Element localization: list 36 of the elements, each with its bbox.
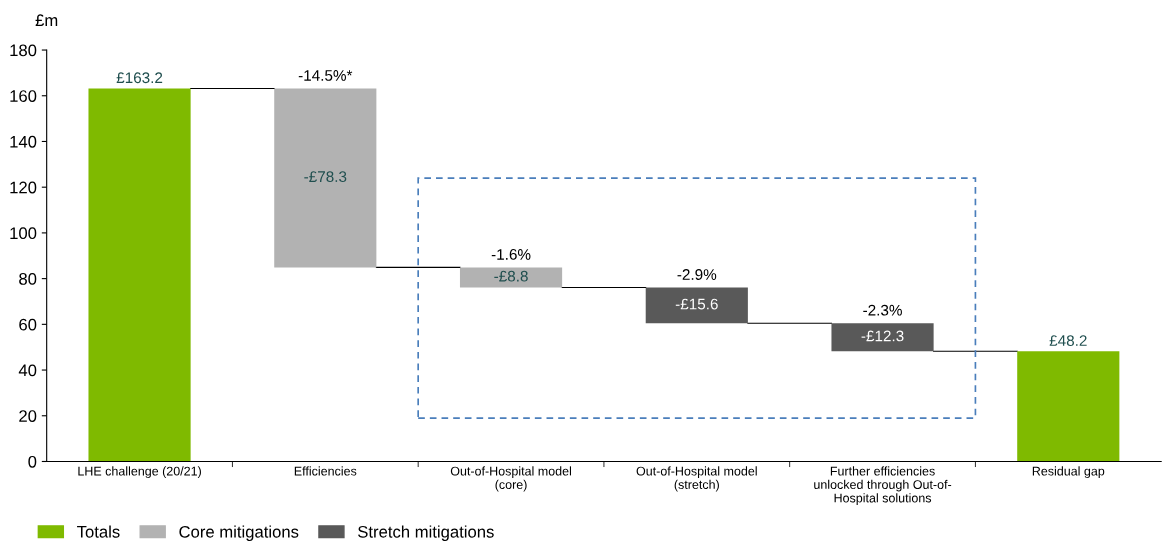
y-tick-label: 80 — [19, 273, 37, 285]
x-tick-label: Residual gap — [1032, 466, 1105, 478]
y-tick-label: 40 — [18, 364, 37, 377]
annotation: -2.3% — [863, 304, 902, 316]
y-tick-label: 120 — [10, 181, 37, 194]
y-tick-label: 140 — [10, 135, 37, 148]
x-tick-label: Out-of-Hospital model (stretch) — [636, 466, 757, 492]
bar — [88, 88, 191, 462]
bar — [274, 88, 377, 268]
annotation: -2.9% — [677, 269, 717, 280]
y-tick-label: 180 — [10, 44, 37, 57]
y-tick-label: 160 — [10, 90, 37, 102]
y-tick-label: 0 — [28, 455, 37, 468]
data-label: -£15.6 — [675, 298, 718, 310]
data-label: £163.2 — [116, 72, 163, 84]
y-tick-label: 20 — [19, 410, 37, 422]
data-label: -£8.8 — [494, 270, 528, 282]
data-label: -£78.3 — [304, 171, 347, 183]
annotation: -1.6% — [491, 249, 531, 260]
bar — [831, 323, 934, 352]
legend-label: Totals — [77, 525, 120, 538]
x-tick-label: Further efficiencies unlocked through Out-of-Hospital solutions — [814, 466, 952, 505]
x-tick-label: Out-of-Hospital model (core) — [450, 466, 571, 492]
y-tick-label: 60 — [19, 318, 37, 331]
y-axis-title: £m — [35, 14, 58, 27]
data-label: -£12.3 — [861, 330, 904, 342]
data-label: £48.2 — [1049, 335, 1087, 346]
legend-label: Core mitigations — [179, 525, 299, 541]
bar — [645, 287, 748, 324]
y-tick-label: 100 — [10, 227, 37, 240]
bar — [459, 267, 563, 288]
x-tick-label: Efficiencies — [294, 466, 357, 476]
x-tick-label: LHE challenge (20/21) — [78, 466, 201, 478]
bar — [1017, 351, 1120, 462]
annotation: -14.5%* — [298, 70, 353, 81]
legend-label: Stretch mitigations — [358, 525, 494, 541]
